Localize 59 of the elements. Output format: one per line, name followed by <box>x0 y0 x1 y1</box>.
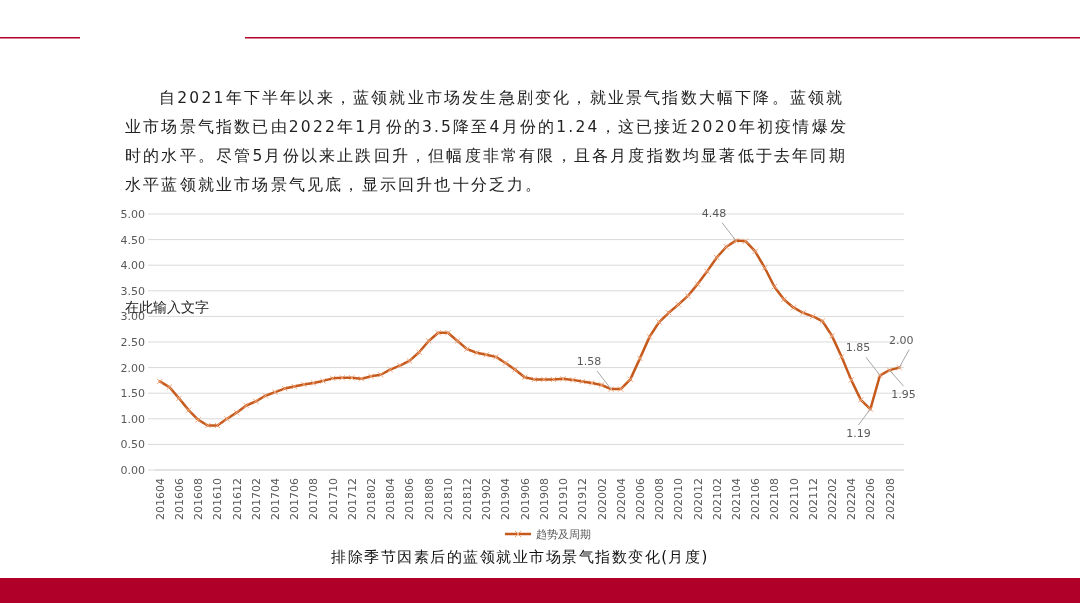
y-tick-label: 2.00 <box>120 361 145 375</box>
x-tick-label: 201810 <box>441 478 455 520</box>
data-label: 1.19 <box>846 427 871 441</box>
x-tick-label: 201608 <box>192 478 206 520</box>
x-tick-label: 201908 <box>537 478 551 520</box>
x-tick-label: 201912 <box>576 478 590 520</box>
x-tick-label: 201910 <box>557 478 571 520</box>
x-tick-label: 201806 <box>403 478 417 520</box>
x-tick-label: 201610 <box>211 478 225 520</box>
x-tick-label: 201712 <box>345 478 359 520</box>
data-label: 1.85 <box>845 341 871 355</box>
x-tick-label: 201710 <box>326 478 340 520</box>
x-tick-label: 202004 <box>614 478 628 520</box>
x-tick-label: 201606 <box>173 478 187 520</box>
annotation: 在此输入文字 <box>125 299 209 315</box>
y-tick-label: 5.00 <box>120 208 145 221</box>
x-tick-label: 201704 <box>269 478 283 520</box>
x-tick-label: 202104 <box>729 478 743 520</box>
x-tick-label: 201708 <box>307 478 321 520</box>
y-tick-label: 0.50 <box>120 438 145 452</box>
x-tick-label: 201804 <box>384 478 398 520</box>
x-tick-label: 202202 <box>825 478 839 520</box>
x-tick-label: 201812 <box>461 478 475 520</box>
x-tick-label: 201906 <box>518 478 532 520</box>
x-tick-label: 202010 <box>672 478 686 520</box>
text: 自2021年下半年以来，蓝领就业市场发生急剧变化，就业景气指数大幅下降。蓝领就业市场景气指数已由2022年1月份的3.5降至4月份的1.24，这已接近2020年初疫情爆发时的水平。尽管5月份以来止跌回升，但幅度非常有限，且各月度指数均显著低于去年同期水平蓝领就业市场景气见底，显示回升也十分乏力。 <box>125 88 849 196</box>
data-label: 2.00 <box>888 333 914 347</box>
x-tick-label: 202006 <box>633 478 647 520</box>
x-tick-label: 201702 <box>249 478 263 520</box>
x-tick-label: 202108 <box>768 478 782 520</box>
data-label: 1.95 <box>891 388 916 402</box>
x-tick-label: 202204 <box>845 478 859 520</box>
x-tick-label: 201802 <box>365 478 379 520</box>
x-tick-label: 201902 <box>480 478 494 520</box>
y-tick-label: 0.00 <box>120 464 145 477</box>
x-tick-label: 201612 <box>230 478 244 520</box>
x-tick-label: 201904 <box>499 478 513 520</box>
y-tick-label: 1.00 <box>120 412 145 426</box>
y-tick-label: 3.50 <box>120 284 145 298</box>
x-tick-label: 202112 <box>806 478 820 520</box>
x-tick-label: 202106 <box>749 478 763 520</box>
x-tick-label: 202208 <box>883 478 897 520</box>
x-tick-label: 202002 <box>595 478 609 520</box>
y-tick-label: 4.00 <box>120 259 145 273</box>
data-label: 1.58 <box>576 355 602 369</box>
y-tick-label: 2.50 <box>120 336 145 349</box>
text: 排除季节因素后的蓝领就业市场景气指数变化(月度) <box>331 548 709 566</box>
y-tick-label: 4.50 <box>120 233 145 247</box>
x-tick-label: 202206 <box>864 478 878 520</box>
x-tick-label: 202102 <box>710 478 724 520</box>
y-tick-label: 1.50 <box>120 387 145 401</box>
data-label: 4.48 <box>701 206 727 220</box>
x-tick-label: 202008 <box>653 478 667 520</box>
x-tick-label: 201808 <box>422 478 436 520</box>
x-tick-label: 201706 <box>288 478 302 520</box>
legend-label: 趋势及周期 <box>536 528 591 541</box>
x-tick-label: 202110 <box>787 478 801 520</box>
x-tick-label: 202012 <box>691 478 705 520</box>
x-tick-label: 201604 <box>153 478 167 520</box>
